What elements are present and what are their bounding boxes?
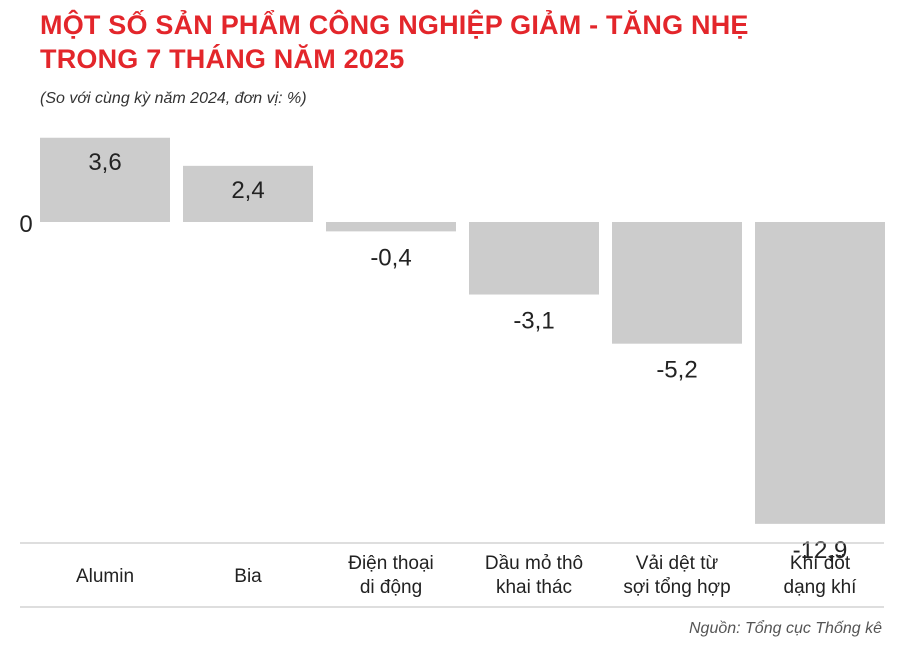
- chart-title-line-1: MỘT SỐ SẢN PHẨM CÔNG NGHIỆP GIẢM - TĂNG …: [40, 10, 749, 40]
- data-label-3: -3,1: [513, 308, 554, 335]
- data-label-5: -12,9: [793, 537, 848, 564]
- category-label-4-0: Vải dệt từ: [636, 553, 719, 574]
- bar-0: [40, 137, 170, 222]
- bar-2: [326, 222, 456, 232]
- data-label-2: -0,4: [370, 244, 411, 271]
- chart-title: MỘT SỐ SẢN PHẨM CÔNG NGHIỆP GIẢM - TĂNG …: [40, 8, 749, 76]
- bar-3: [469, 222, 599, 295]
- category-label-3-1: khai thác: [496, 577, 572, 598]
- bar-5: [755, 222, 885, 524]
- chart-subtitle: (So với cùng kỳ năm 2024, đơn vị: %): [40, 90, 307, 107]
- data-label-4: -5,2: [656, 357, 697, 384]
- category-label-3-0: Dầu mỏ thô: [485, 553, 583, 574]
- category-label-2-1: di động: [360, 577, 422, 598]
- bar-4: [612, 222, 742, 344]
- data-label-1: 2,4: [231, 177, 264, 204]
- category-label-4-1: sợi tổng hợp: [623, 577, 730, 598]
- source-note: Nguồn: Tổng cục Thống kê: [688, 620, 882, 637]
- category-label-2-0: Điện thoại: [348, 553, 434, 574]
- category-label-5-1: dạng khí: [784, 577, 858, 598]
- bar-1: [183, 165, 313, 222]
- category-label-1-0: Bia: [234, 566, 262, 587]
- zero-axis-label: 0: [19, 211, 32, 238]
- category-label-5-0: Khí đốt: [790, 553, 851, 574]
- chart-title-line-2: TRONG 7 THÁNG NĂM 2025: [40, 44, 405, 74]
- data-label-0: 3,6: [88, 149, 121, 176]
- category-label-0-0: Alumin: [76, 566, 134, 587]
